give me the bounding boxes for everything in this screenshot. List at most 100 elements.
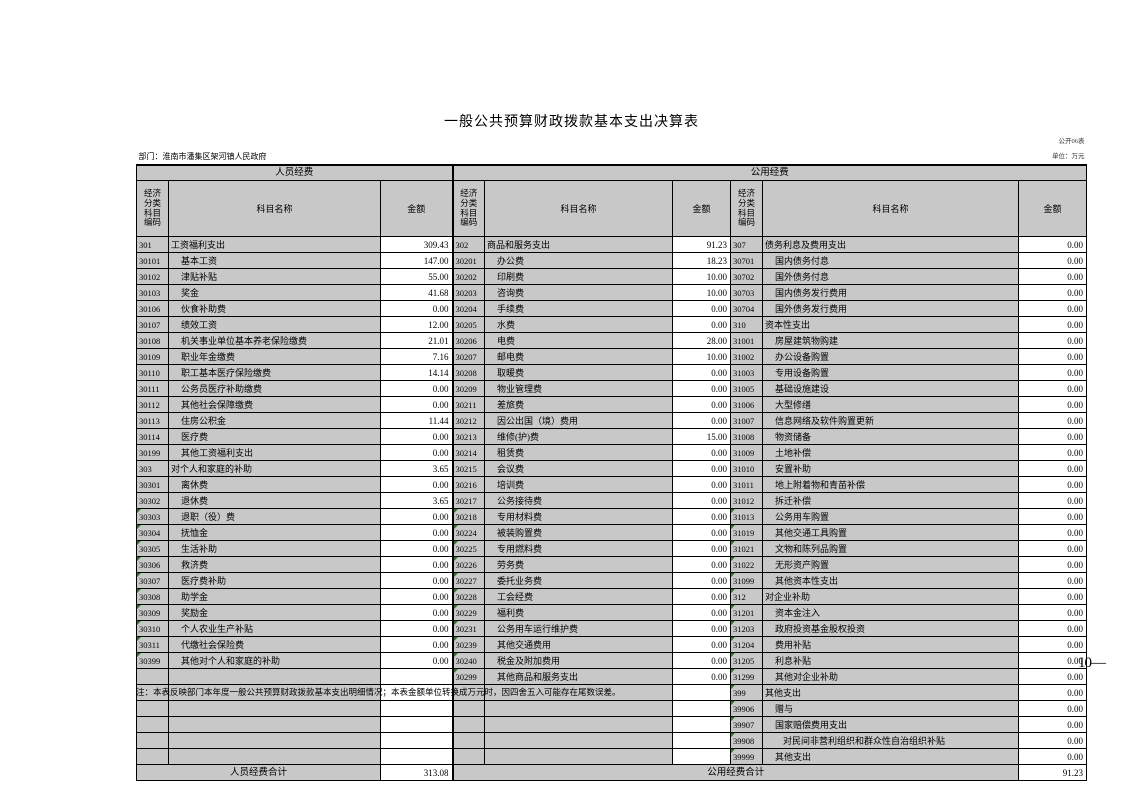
row-amount: 0.00 bbox=[672, 588, 731, 605]
row-subject-name: 劳务费 bbox=[484, 556, 673, 573]
personnel-total-label: 人员经费合计 bbox=[136, 764, 381, 781]
row-code: 31021 bbox=[729, 540, 764, 557]
row-code: 31099 bbox=[729, 572, 764, 589]
row-amount: 0.00 bbox=[672, 316, 731, 333]
row-amount: 0.00 bbox=[672, 492, 731, 509]
row-subject-name: 文物和陈列品购置 bbox=[762, 540, 1020, 557]
row-subject-name: 其他支出 bbox=[762, 748, 1020, 765]
header-code3-line-2: 分类 bbox=[738, 197, 756, 208]
row-subject-name: 其他交通工具购置 bbox=[762, 524, 1020, 541]
row-amount: 0.00 bbox=[1018, 588, 1088, 605]
row-code: 30225 bbox=[451, 540, 485, 557]
row-code: 30213 bbox=[451, 428, 485, 445]
row-code: 303 bbox=[136, 460, 169, 477]
row-amount: 0.00 bbox=[1018, 652, 1088, 669]
row-code: 30310 bbox=[136, 620, 169, 637]
row-subject-name: 公务接待费 bbox=[484, 492, 673, 509]
row-code: 30240 bbox=[451, 652, 485, 669]
row-code: 31008 bbox=[729, 428, 764, 445]
row-amount: 0.00 bbox=[1018, 268, 1088, 285]
row-code bbox=[451, 716, 485, 733]
row-subject-name: 土地补偿 bbox=[762, 444, 1020, 461]
row-amount: 0.00 bbox=[380, 556, 453, 573]
row-subject-name: 机关事业单位基本养老保险缴费 bbox=[168, 332, 381, 349]
row-code: 30215 bbox=[451, 460, 485, 477]
row-amount: 0.00 bbox=[380, 604, 453, 621]
row-code bbox=[136, 748, 169, 765]
table-row: 39906 赠与 0.00 bbox=[136, 700, 1088, 717]
row-amount bbox=[672, 716, 731, 733]
row-subject-name: 专用材料费 bbox=[484, 508, 673, 525]
row-code: 31003 bbox=[729, 364, 764, 381]
table-row: 303 对个人和家庭的补助 3.65 30215 会议费 0.00 31010 安置补助 0.0… bbox=[136, 460, 1088, 477]
row-code: 30307 bbox=[136, 572, 169, 589]
page-number: 10— bbox=[1078, 655, 1106, 671]
table-row: 30107 绩效工资 12.00 30205 水费 0.00 310 资本性支出 0.00 bbox=[136, 316, 1088, 333]
row-amount: 11.44 bbox=[380, 412, 453, 429]
row-amount bbox=[380, 684, 453, 701]
row-code bbox=[451, 684, 485, 701]
row-subject-name: 水费 bbox=[484, 316, 673, 333]
row-subject-name: 医疗费补助 bbox=[168, 572, 381, 589]
row-code: 30231 bbox=[451, 620, 485, 637]
row-subject-name: 地上附着物和青苗补偿 bbox=[762, 476, 1020, 493]
row-code: 39908 bbox=[729, 732, 764, 749]
row-amount: 0.00 bbox=[672, 380, 731, 397]
row-subject-name: 绩效工资 bbox=[168, 316, 381, 333]
row-subject-name: 对民间非营利组织和群众性自治组织补贴 bbox=[762, 732, 1020, 749]
row-subject-name: 大型修缮 bbox=[762, 396, 1020, 413]
row-subject-name: 咨询费 bbox=[484, 284, 673, 301]
row-subject-name: 拆迁补偿 bbox=[762, 492, 1020, 509]
row-subject-name: 其他商品和服务支出 bbox=[484, 668, 673, 685]
row-amount: 10.00 bbox=[672, 284, 731, 301]
table-row: 30299 其他商品和服务支出 0.00 31299 其他对企业补助 0.00 bbox=[136, 668, 1088, 685]
row-amount: 0.00 bbox=[1018, 556, 1088, 573]
row-amount: 0.00 bbox=[672, 396, 731, 413]
row-subject-name: 其他资本性支出 bbox=[762, 572, 1020, 589]
row-amount: 0.00 bbox=[1018, 380, 1088, 397]
row-amount: 0.00 bbox=[1018, 540, 1088, 557]
row-amount: 0.00 bbox=[672, 604, 731, 621]
row-code: 31204 bbox=[729, 636, 764, 653]
row-amount bbox=[672, 732, 731, 749]
row-subject-name bbox=[168, 700, 381, 717]
row-amount: 0.00 bbox=[672, 364, 731, 381]
row-amount: 0.00 bbox=[380, 380, 453, 397]
row-code bbox=[136, 716, 169, 733]
row-amount: 14.14 bbox=[380, 364, 453, 381]
table-row: 30304 抚恤金 0.00 30224 被装购置费 0.00 31019 其他交通工具购置 0… bbox=[136, 524, 1088, 541]
row-code: 31005 bbox=[729, 380, 764, 397]
row-subject-name: 维修(护)费 bbox=[484, 428, 673, 445]
row-subject-name: 物业管理费 bbox=[484, 380, 673, 397]
row-subject-name: 其他交通费用 bbox=[484, 636, 673, 653]
row-code bbox=[136, 668, 169, 685]
row-amount bbox=[380, 700, 453, 717]
table-row: 39999 其他支出 0.00 bbox=[136, 748, 1088, 765]
row-code: 30703 bbox=[729, 284, 764, 301]
table-row: 39908 对民间非营利组织和群众性自治组织补贴 0.00 bbox=[136, 732, 1088, 749]
table-row: 30399 其他对个人和家庭的补助 0.00 30240 税金及附加费用 0.00 3120… bbox=[136, 652, 1088, 669]
row-code: 30111 bbox=[136, 380, 169, 397]
row-amount: 0.00 bbox=[1018, 460, 1088, 477]
row-subject-name: 办公费 bbox=[484, 252, 673, 269]
row-amount: 28.00 bbox=[672, 332, 731, 349]
row-subject-name: 抚恤金 bbox=[168, 524, 381, 541]
row-subject-name: 电费 bbox=[484, 332, 673, 349]
personnel-total-value: 313.08 bbox=[380, 764, 453, 781]
row-amount: 0.00 bbox=[1018, 700, 1088, 717]
row-subject-name: 其他对企业补助 bbox=[762, 668, 1020, 685]
header-code-line-4: 编码 bbox=[143, 217, 161, 228]
row-subject-name: 信息网络及软件购置更新 bbox=[762, 412, 1020, 429]
row-subject-name: 其他支出 bbox=[762, 684, 1020, 701]
row-code: 30216 bbox=[451, 476, 485, 493]
row-code: 30224 bbox=[451, 524, 485, 541]
row-amount: 0.00 bbox=[1018, 620, 1088, 637]
row-subject-name: 工会经费 bbox=[484, 588, 673, 605]
row-amount: 0.00 bbox=[1018, 732, 1088, 749]
group-public: 公用经费 bbox=[451, 164, 1088, 181]
row-amount: 0.00 bbox=[672, 412, 731, 429]
unit-row: 部门：淮南市潘集区架河镇人民政府 单位：万元 bbox=[136, 149, 1087, 165]
row-amount: 0.00 bbox=[672, 652, 731, 669]
row-subject-name: 职工基本医疗保险缴费 bbox=[168, 364, 381, 381]
row-subject-name: 伙食补助费 bbox=[168, 300, 381, 317]
